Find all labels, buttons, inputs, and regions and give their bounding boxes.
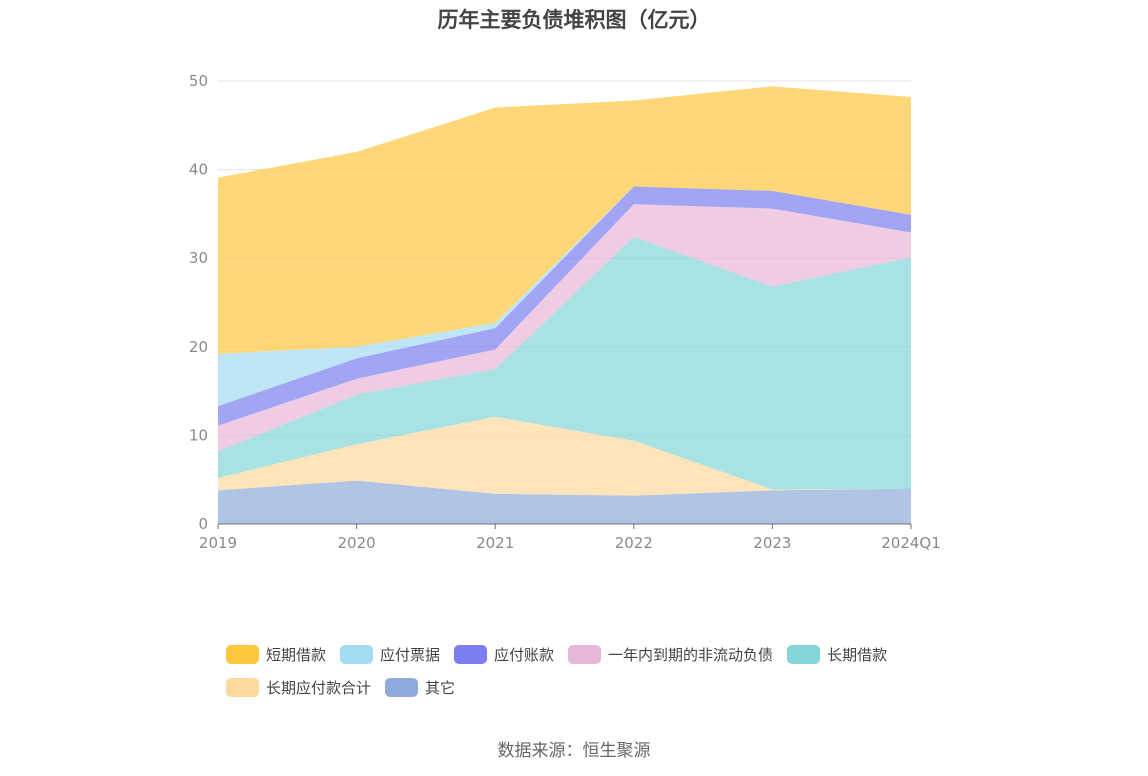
y-tick-label: 10 <box>189 426 208 444</box>
y-tick-label: 40 <box>189 161 208 179</box>
area-series-长期应付款合计 <box>218 416 911 496</box>
y-tick-label: 0 <box>198 515 208 533</box>
area-series-长期借款 <box>218 236 911 490</box>
legend-row: 短期借款 应付票据 应付账款 一年内到期的非流动负债 长期借款 <box>226 638 986 671</box>
legend-label: 短期借款 <box>266 646 327 664</box>
y-tick-label: 20 <box>189 338 208 356</box>
chart-legend: 短期借款 应付票据 应付账款 一年内到期的非流动负债 长期借款长期应付款合计 其它 <box>226 638 986 704</box>
y-tick-label: 50 <box>189 72 208 90</box>
area-series-一年内到期的非流动负债 <box>218 204 911 452</box>
legend-label: 长期借款 <box>827 646 888 664</box>
data-source-note: 数据来源：恒生聚源 <box>497 741 651 761</box>
legend-swatch <box>340 645 374 664</box>
y-tick-label: 30 <box>189 249 208 267</box>
legend-item[interactable]: 应付账款 <box>454 644 554 665</box>
legend-item[interactable]: 短期借款 <box>226 644 326 665</box>
legend-item[interactable]: 长期应付款合计 <box>226 677 371 698</box>
x-tick-label: 2023 <box>753 534 791 552</box>
area-series-其它 <box>218 480 911 524</box>
legend-item[interactable]: 其它 <box>385 677 455 698</box>
legend-row: 长期应付款合计 其它 <box>226 671 986 704</box>
area-series-短期借款 <box>218 86 911 354</box>
legend-swatch <box>226 678 259 697</box>
x-tick-label: 2024Q1 <box>881 534 941 552</box>
legend-swatch <box>454 645 488 664</box>
x-tick-label: 2021 <box>476 534 514 552</box>
legend-item[interactable]: 应付票据 <box>340 644 440 665</box>
legend-label: 一年内到期的非流动负债 <box>608 646 774 664</box>
legend-item[interactable]: 一年内到期的非流动负债 <box>568 644 773 665</box>
legend-swatch <box>568 645 602 664</box>
x-tick-label: 2020 <box>338 534 376 552</box>
legend-swatch <box>226 645 259 664</box>
legend-swatch <box>787 645 821 664</box>
x-tick-label: 2019 <box>199 534 237 552</box>
x-tick-label: 2022 <box>615 534 653 552</box>
legend-label: 其它 <box>425 679 456 697</box>
chart-title: 历年主要负债堆积图（亿元） <box>437 8 711 32</box>
legend-swatch <box>385 678 419 697</box>
area-series-应付账款 <box>218 186 911 426</box>
legend-label: 应付账款 <box>494 646 555 664</box>
stacked-area-chart: 0 10 20 30 40 50 2019 2020 2021 2022 2023 2024Q1 <box>189 72 941 552</box>
legend-item[interactable]: 长期借款 <box>787 644 887 665</box>
legend-label: 应付票据 <box>380 646 441 664</box>
legend-label: 长期应付款合计 <box>266 679 372 697</box>
